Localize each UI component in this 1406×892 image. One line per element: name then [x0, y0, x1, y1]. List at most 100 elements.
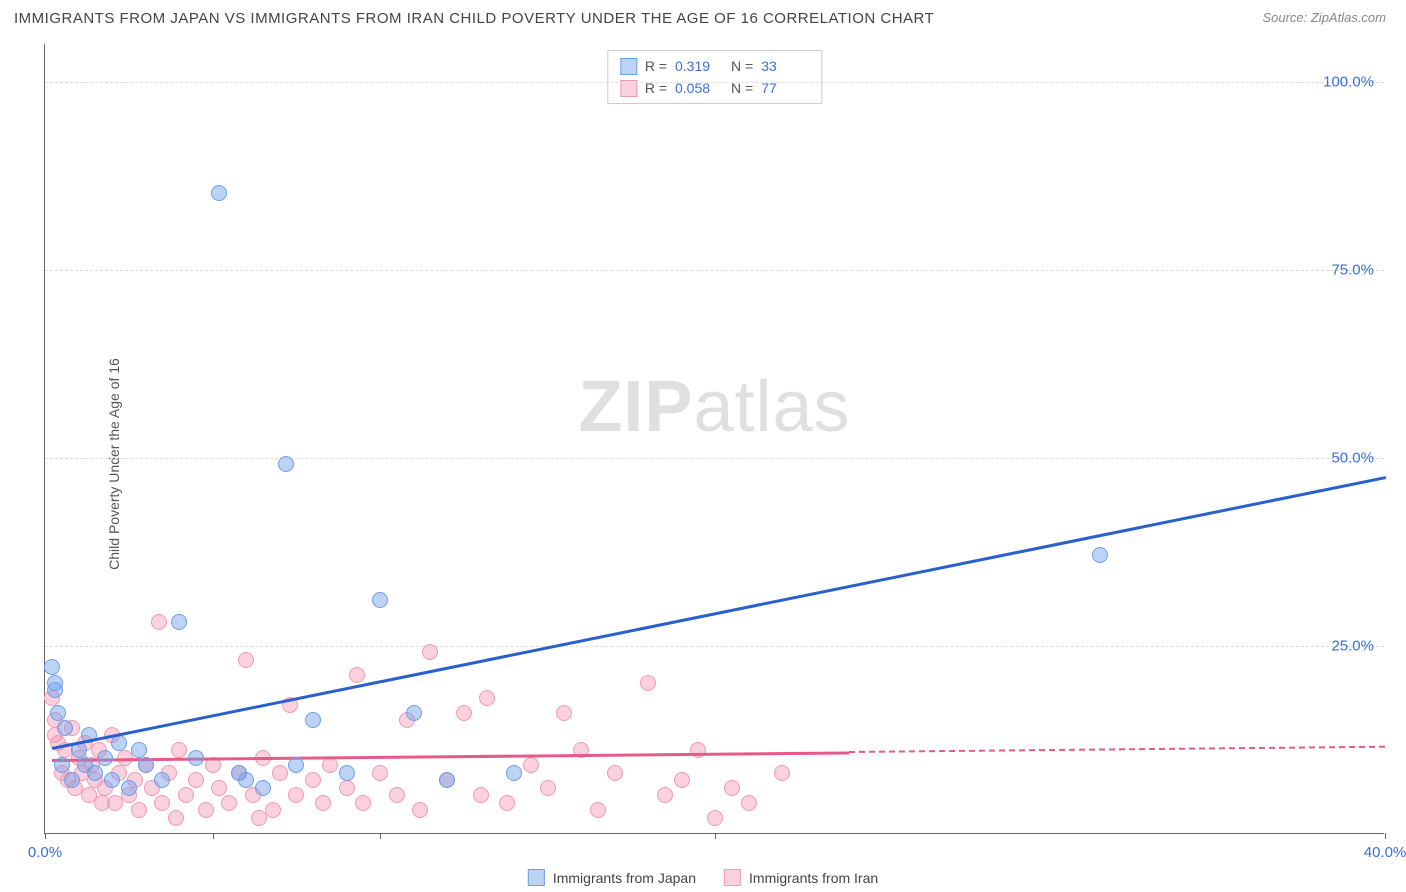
data-point	[94, 795, 110, 811]
gridline	[45, 458, 1384, 459]
data-point	[121, 780, 137, 796]
x-tick-label: 40.0%	[1364, 844, 1406, 861]
data-point	[238, 652, 254, 668]
data-point	[221, 795, 237, 811]
data-point	[50, 705, 66, 721]
data-point	[171, 742, 187, 758]
y-tick-label: 50.0%	[1331, 449, 1374, 466]
data-point	[154, 795, 170, 811]
data-point	[741, 795, 757, 811]
data-point	[44, 659, 60, 675]
data-point	[251, 810, 267, 826]
x-tick	[213, 833, 214, 839]
stats-row-iran: R = 0.058 N = 77	[620, 77, 809, 99]
legend: Immigrants from Japan Immigrants from Ir…	[528, 869, 878, 886]
y-tick-label: 100.0%	[1323, 73, 1374, 90]
data-point	[412, 802, 428, 818]
x-tick-label: 0.0%	[28, 844, 62, 861]
data-point	[87, 765, 103, 781]
legend-item-iran: Immigrants from Iran	[724, 869, 878, 886]
data-point	[288, 787, 304, 803]
data-point	[322, 757, 338, 773]
data-point	[724, 780, 740, 796]
data-point	[657, 787, 673, 803]
x-tick	[380, 833, 381, 839]
trend-line-extrapolated	[849, 746, 1385, 753]
data-point	[64, 772, 80, 788]
data-point	[422, 644, 438, 660]
data-point	[674, 772, 690, 788]
data-point	[97, 750, 113, 766]
r-value-iran: 0.058	[675, 77, 723, 99]
swatch-japan	[528, 869, 545, 886]
data-point	[47, 682, 63, 698]
data-point	[339, 780, 355, 796]
data-point	[138, 757, 154, 773]
n-value-japan: 33	[761, 55, 809, 77]
data-point	[54, 757, 70, 773]
data-point	[131, 742, 147, 758]
y-tick-label: 25.0%	[1331, 637, 1374, 654]
chart-area: Child Poverty Under the Age of 16 ZIPatl…	[0, 36, 1406, 892]
data-point	[456, 705, 472, 721]
data-point	[1092, 547, 1108, 563]
data-point	[188, 750, 204, 766]
legend-item-japan: Immigrants from Japan	[528, 869, 696, 886]
data-point	[255, 780, 271, 796]
data-point	[178, 787, 194, 803]
data-point	[198, 802, 214, 818]
data-point	[707, 810, 723, 826]
data-point	[288, 757, 304, 773]
chart-source: Source: ZipAtlas.com	[1262, 10, 1386, 25]
correlation-stats-box: R = 0.319 N = 33 R = 0.058 N = 77	[607, 50, 822, 104]
data-point	[690, 742, 706, 758]
gridline	[45, 646, 1384, 647]
data-point	[211, 780, 227, 796]
data-point	[315, 795, 331, 811]
r-value-japan: 0.319	[675, 55, 723, 77]
data-point	[188, 772, 204, 788]
gridline	[45, 270, 1384, 271]
data-point	[57, 720, 73, 736]
data-point	[339, 765, 355, 781]
data-point	[305, 712, 321, 728]
data-point	[540, 780, 556, 796]
data-point	[168, 810, 184, 826]
data-point	[372, 592, 388, 608]
legend-label: Immigrants from Iran	[749, 870, 878, 886]
chart-title: IMMIGRANTS FROM JAPAN VS IMMIGRANTS FROM…	[14, 10, 934, 27]
y-tick-label: 75.0%	[1331, 261, 1374, 278]
x-tick	[715, 833, 716, 839]
gridline	[45, 82, 1384, 83]
data-point	[238, 772, 254, 788]
legend-label: Immigrants from Japan	[553, 870, 696, 886]
data-point	[355, 795, 371, 811]
data-point	[349, 667, 365, 683]
data-point	[523, 757, 539, 773]
data-point	[640, 675, 656, 691]
data-point	[154, 772, 170, 788]
data-point	[473, 787, 489, 803]
data-point	[479, 690, 495, 706]
data-point	[406, 705, 422, 721]
swatch-iran	[724, 869, 741, 886]
data-point	[372, 765, 388, 781]
data-point	[278, 456, 294, 472]
data-point	[211, 185, 227, 201]
data-point	[305, 772, 321, 788]
trend-line	[51, 477, 1385, 750]
data-point	[556, 705, 572, 721]
data-point	[774, 765, 790, 781]
data-point	[607, 765, 623, 781]
data-point	[272, 765, 288, 781]
n-value-iran: 77	[761, 77, 809, 99]
swatch-japan	[620, 58, 637, 75]
data-point	[104, 772, 120, 788]
data-point	[131, 802, 147, 818]
data-point	[590, 802, 606, 818]
stats-row-japan: R = 0.319 N = 33	[620, 55, 809, 77]
data-point	[499, 795, 515, 811]
x-tick	[1385, 833, 1386, 839]
data-point	[506, 765, 522, 781]
chart-header: IMMIGRANTS FROM JAPAN VS IMMIGRANTS FROM…	[0, 0, 1406, 31]
